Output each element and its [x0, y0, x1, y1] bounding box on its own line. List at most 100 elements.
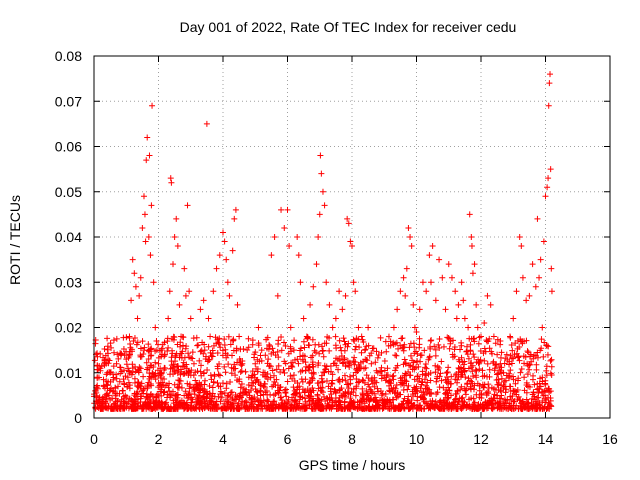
data-point: [173, 215, 180, 222]
noise-point: [244, 346, 251, 353]
noise-point: [326, 347, 333, 354]
data-point: [358, 333, 365, 340]
noise-point: [123, 361, 130, 368]
data-point: [182, 292, 189, 299]
noise-point: [516, 357, 523, 364]
background-noise-band: [91, 333, 555, 412]
noise-point: [416, 335, 423, 342]
noise-point: [295, 360, 302, 367]
noise-point: [493, 361, 500, 368]
data-point: [548, 265, 555, 272]
noise-point: [346, 363, 353, 370]
data-point: [313, 261, 320, 268]
data-point: [223, 256, 230, 263]
noise-point: [484, 360, 491, 367]
data-point: [203, 120, 210, 127]
noise-point: [217, 398, 224, 405]
data-point: [297, 279, 304, 286]
noise-point: [207, 372, 214, 379]
data-point: [532, 283, 539, 290]
data-point: [136, 292, 143, 299]
data-point: [176, 301, 183, 308]
data-point: [445, 261, 452, 268]
data-point: [540, 238, 547, 245]
noise-point: [206, 383, 213, 390]
x-axis-label: GPS time / hours: [299, 457, 406, 473]
noise-point: [155, 341, 162, 348]
noise-point: [172, 354, 179, 361]
noise-point: [426, 353, 433, 360]
noise-point: [512, 380, 519, 387]
y-tick-label: 0.08: [55, 48, 82, 64]
noise-point: [298, 376, 305, 383]
noise-point: [221, 363, 228, 370]
data-point: [537, 256, 544, 263]
data-point: [232, 206, 239, 213]
noise-point: [197, 368, 204, 375]
data-point: [128, 297, 135, 304]
data-point: [453, 315, 460, 322]
noise-point: [104, 335, 111, 342]
data-point: [224, 279, 231, 286]
data-point: [484, 292, 491, 299]
noise-point: [383, 348, 390, 355]
noise-point: [538, 336, 545, 343]
noise-point: [222, 369, 229, 376]
data-point: [336, 288, 343, 295]
data-point: [429, 243, 436, 250]
data-point: [150, 279, 157, 286]
data-point: [142, 238, 149, 245]
noise-point: [518, 366, 525, 373]
noise-point: [140, 351, 147, 357]
noise-point: [399, 335, 406, 342]
noise-point: [140, 373, 147, 380]
data-point: [519, 274, 526, 281]
data-point: [271, 234, 278, 240]
noise-point: [314, 391, 321, 398]
noise-point: [137, 345, 144, 352]
noise-point: [533, 366, 540, 373]
data-point: [481, 319, 488, 326]
noise-point: [223, 385, 230, 392]
noise-point: [320, 347, 327, 354]
data-point: [139, 224, 146, 231]
noise-point: [127, 340, 134, 347]
noise-point: [237, 368, 244, 375]
data-point: [332, 315, 339, 322]
noise-point: [111, 349, 118, 356]
noise-point: [214, 349, 221, 356]
noise-point: [377, 334, 384, 341]
noise-point: [306, 380, 313, 387]
noise-point: [446, 345, 453, 352]
noise-point: [352, 392, 359, 399]
data-point: [205, 315, 212, 322]
data-point: [317, 152, 324, 159]
noise-point: [190, 335, 197, 342]
noise-point: [458, 339, 465, 346]
data-point: [174, 243, 181, 250]
data-point: [400, 274, 407, 281]
noise-point: [498, 375, 505, 382]
data-point: [408, 243, 415, 250]
data-point: [526, 292, 533, 299]
noise-point: [369, 345, 376, 352]
data-point: [516, 234, 523, 240]
x-tick-labels: 0 2 4 6 8 10 12 14 16: [90, 431, 618, 447]
data-point: [213, 265, 220, 272]
noise-point: [494, 371, 501, 378]
noise-point: [339, 360, 346, 367]
data-point: [316, 211, 323, 218]
noise-point: [291, 337, 298, 344]
data-point: [466, 211, 473, 218]
data-point: [131, 270, 138, 277]
x-tick-label: 16: [602, 431, 618, 447]
data-point: [167, 175, 174, 182]
data-point: [545, 102, 552, 109]
data-point: [146, 152, 153, 159]
noise-point: [97, 350, 104, 357]
data-point: [281, 224, 288, 231]
noise-point: [318, 375, 325, 382]
noise-point: [438, 358, 445, 365]
data-point: [166, 288, 173, 295]
data-point: [310, 283, 317, 290]
